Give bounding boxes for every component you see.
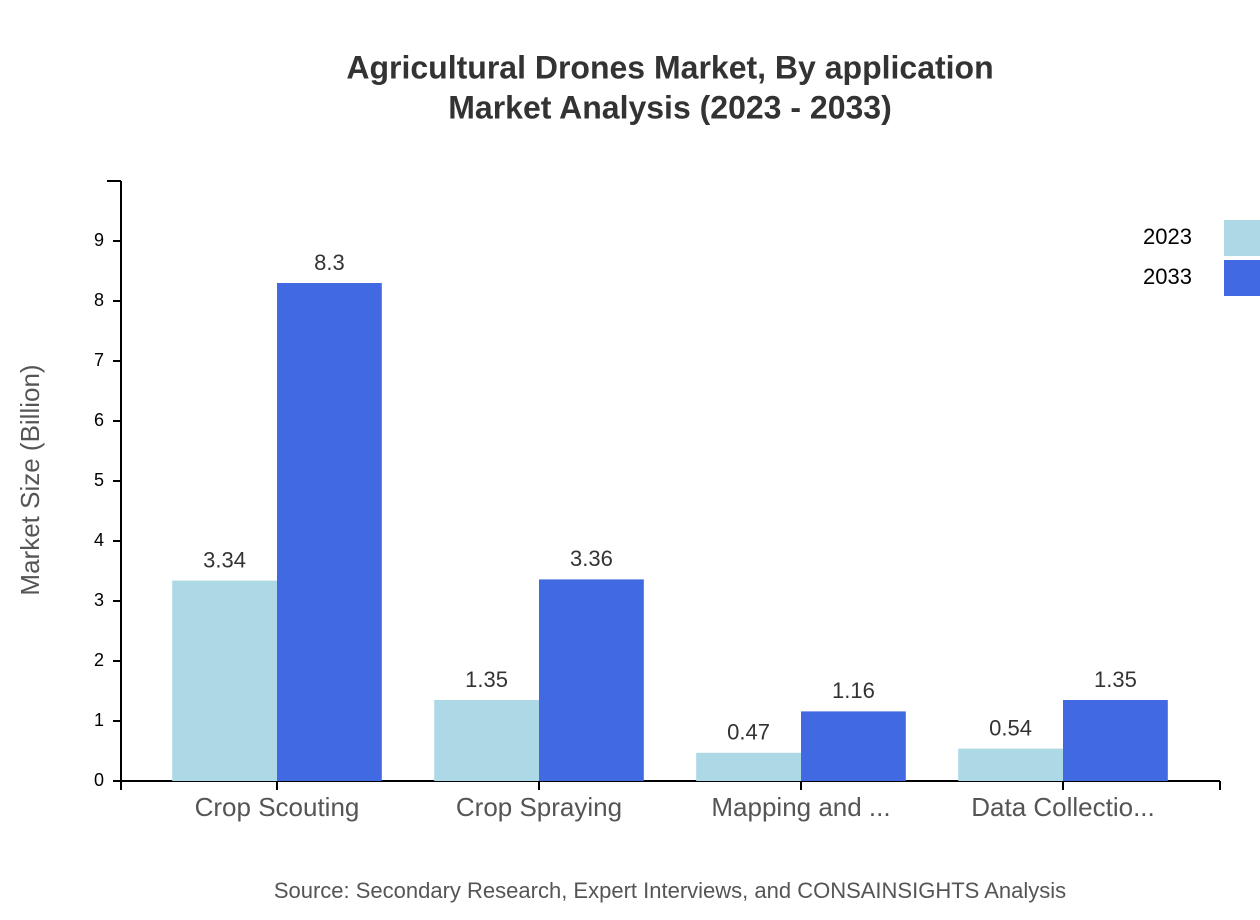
- y-tick-label: 4: [94, 530, 104, 550]
- data-label: 1.16: [832, 678, 875, 703]
- data-label: 0.47: [727, 720, 770, 745]
- y-tick-label: 0: [94, 770, 104, 790]
- data-label: 0.54: [989, 715, 1032, 740]
- y-tick-label: 1: [94, 710, 104, 730]
- data-label: 1.35: [1094, 667, 1137, 692]
- data-label: 3.36: [570, 546, 613, 571]
- x-tick-label: Data Collectio...: [971, 792, 1155, 822]
- y-tick-label: 3: [94, 590, 104, 610]
- chart-subtitle: Market Analysis (2023 - 2033): [448, 89, 892, 125]
- data-label: 1.35: [465, 667, 508, 692]
- data-label: 8.3: [314, 250, 345, 275]
- legend-label: 2033: [1143, 264, 1192, 289]
- data-label: 3.34: [203, 547, 246, 572]
- y-tick-label: 6: [94, 410, 104, 430]
- legend-swatch: [1224, 220, 1260, 256]
- source-note: Source: Secondary Research, Expert Inter…: [274, 878, 1066, 903]
- y-axis-label: Market Size (Billion): [15, 364, 45, 595]
- legend-label: 2023: [1143, 224, 1192, 249]
- y-tick-label: 7: [94, 350, 104, 370]
- bar: [1063, 700, 1168, 781]
- bar: [539, 579, 644, 781]
- chart-title: Agricultural Drones Market, By applicati…: [346, 49, 993, 85]
- bar: [277, 283, 382, 781]
- bar: [172, 580, 277, 781]
- x-tick-label: Mapping and ...: [711, 792, 890, 822]
- x-tick-label: Crop Scouting: [195, 792, 360, 822]
- y-tick-label: 9: [94, 230, 104, 250]
- bar: [801, 711, 906, 781]
- bar: [434, 700, 539, 781]
- bar: [696, 752, 801, 781]
- x-tick-label: Crop Spraying: [456, 792, 622, 822]
- legend-swatch: [1224, 260, 1260, 296]
- y-tick-label: 2: [94, 650, 104, 670]
- y-tick-label: 5: [94, 470, 104, 490]
- bar: [958, 748, 1063, 781]
- y-tick-label: 8: [94, 290, 104, 310]
